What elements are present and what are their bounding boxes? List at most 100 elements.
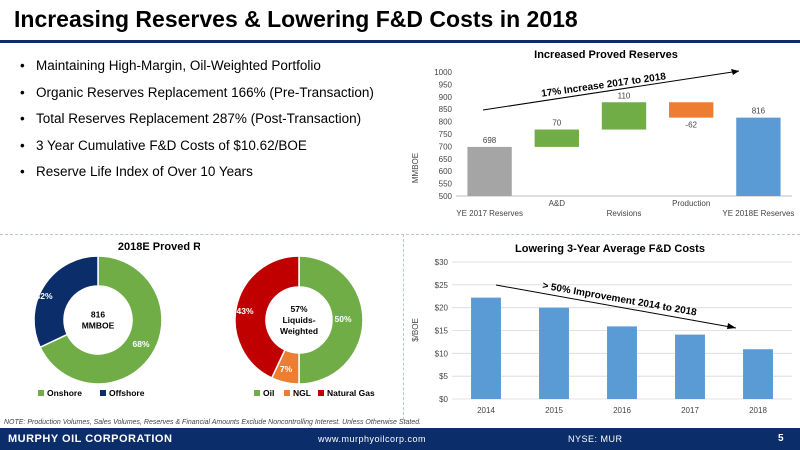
- legend: Oil NGL Natural Gas: [254, 388, 375, 398]
- slice-label: 7%: [280, 364, 293, 374]
- bar-ye-2018e-reserves: [736, 117, 781, 196]
- y-tick-label: $20: [435, 304, 449, 313]
- legend-label: Offshore: [109, 388, 145, 398]
- legend-label: NGL: [293, 388, 311, 398]
- slice-labels: 50% 7% 43%: [236, 306, 351, 374]
- x-tick-label: YE 2018E Reserves: [722, 209, 794, 218]
- legend-label: Onshore: [47, 388, 82, 398]
- y-tick-label: 850: [439, 105, 453, 114]
- center-label-line: MMBOE: [82, 321, 115, 331]
- slice-label: 68%: [132, 339, 149, 349]
- center-label-line: Weighted: [280, 326, 318, 336]
- data-labels: 698 70 110 -62 816: [483, 91, 766, 145]
- slice-natural-gas: [234, 255, 300, 379]
- bullet-dot-icon: •: [20, 137, 25, 153]
- chart-title: 2018E Proved Reserves: [118, 241, 200, 253]
- slices: [234, 255, 364, 385]
- bar-revisions: [601, 102, 647, 130]
- y-tick-label: $5: [439, 372, 448, 381]
- data-label: 816: [752, 107, 766, 116]
- bullet-item: • Maintaining High-Margin, Oil-Weighted P…: [20, 58, 374, 73]
- bullet-list: • Maintaining High-Margin, Oil-Weighted P…: [20, 58, 374, 191]
- website-link[interactable]: www.murphyoilcorp.com: [318, 434, 427, 444]
- arrowhead-icon: [727, 323, 736, 329]
- x-tick-label: Revisions: [607, 209, 642, 218]
- company-name: MURPHY OIL CORPORATION: [8, 433, 173, 445]
- y-tick-label: $25: [435, 281, 449, 290]
- slide-title: Increasing Reserves & Lowering F&D Costs…: [14, 6, 578, 32]
- bullet-text: Maintaining High-Margin, Oil-Weighted Po…: [36, 58, 321, 73]
- y-tick-label: $30: [435, 258, 449, 267]
- center-label-line: 816: [91, 310, 105, 320]
- stock-ticker: NYSE: MUR: [568, 434, 623, 444]
- y-tick-label: 700: [439, 142, 453, 151]
- trend-arrow: [482, 70, 740, 111]
- chart-title: Lowering 3-Year Average F&D Costs: [515, 243, 705, 255]
- chart-title: Increased Proved Reserves: [534, 49, 678, 61]
- trend-arrow: [495, 284, 737, 329]
- y-tick-label: 800: [439, 118, 453, 127]
- arrowhead-icon: [731, 69, 739, 75]
- legend: Onshore Offshore: [38, 388, 145, 398]
- x-axis: YE 2017 Reserves A&D Revisions Production YE…: [456, 199, 794, 218]
- bar-production: [669, 102, 714, 118]
- data-label: 698: [483, 136, 497, 145]
- y-tick-label: 950: [439, 80, 453, 89]
- bullet-item: • Reserve Life Index of Over 10 Years: [20, 164, 374, 179]
- vertical-divider: [403, 234, 405, 420]
- footer-bar: MURPHY OIL CORPORATION www.murphyoilcorp…: [0, 428, 800, 450]
- x-tick-label: 2017: [681, 406, 699, 415]
- slice-label: 43%: [236, 306, 253, 316]
- bullet-text: Total Reserves Replacement 287% (Post-Tr…: [36, 111, 362, 127]
- x-tick-label: A&D: [549, 199, 566, 208]
- bar-2016: [607, 326, 637, 399]
- legend-swatch: [100, 390, 106, 396]
- y-tick-label: $0: [439, 395, 448, 404]
- waterfall-chart: Increased Proved Reserves MMBOE 500 550 60…: [411, 49, 794, 218]
- fd-cost-bar-chart: Lowering 3-Year Average F&D Costs $/BOE …: [411, 243, 792, 415]
- data-label: -62: [685, 121, 697, 130]
- x-axis: 2014 2015 2016 2017 2018: [477, 406, 767, 415]
- bar-a-d: [534, 129, 579, 147]
- data-label: 110: [618, 91, 631, 100]
- bullet-item: • Organic Reserves Replacement 166% (Pre-…: [20, 85, 374, 100]
- bullet-dot-icon: •: [20, 111, 25, 127]
- legend-swatch: [318, 390, 324, 396]
- y-axis-label: $/BOE: [411, 318, 420, 342]
- slice-labels: 68% 32%: [35, 291, 149, 349]
- bullet-text: Reserve Life Index of Over 10 Years: [36, 164, 253, 180]
- page-number: 5: [778, 433, 784, 444]
- bullet-text: 3 Year Cumulative F&D Costs of $10.62/BO…: [36, 137, 307, 153]
- y-tick-label: $10: [435, 349, 449, 358]
- x-tick-label: 2015: [545, 406, 563, 415]
- data-label: 70: [552, 119, 561, 128]
- bullet-text: Organic Reserves Replacement 166% (Pre-T…: [36, 84, 374, 100]
- center-label-line: Liquids-: [282, 315, 315, 325]
- title-underline: [0, 40, 800, 43]
- y-tick-label: 750: [439, 130, 453, 139]
- bullet-item: • Total Reserves Replacement 287% (Post-T…: [20, 111, 374, 126]
- bar-ye-2017-reserves: [467, 146, 512, 196]
- slices: [33, 255, 163, 385]
- bar-2015: [539, 307, 569, 399]
- bar-2017: [675, 334, 705, 399]
- slice-label: 50%: [334, 314, 351, 324]
- legend-swatch: [284, 390, 290, 396]
- y-tick-label: $15: [435, 327, 449, 336]
- x-tick-label: 2018: [749, 406, 767, 415]
- center-label: 57%Liquids-Weighted: [280, 304, 318, 336]
- bullet-dot-icon: •: [20, 164, 25, 180]
- bar-2018: [743, 349, 773, 399]
- slice-offshore: [33, 255, 99, 349]
- x-tick-label: YE 2017 Reserves: [456, 209, 523, 218]
- slice-onshore: [39, 255, 163, 385]
- center-label-line: 57%: [290, 304, 307, 314]
- bullet-dot-icon: •: [20, 84, 25, 100]
- bullet-item: • 3 Year Cumulative F&D Costs of $10.62/B…: [20, 138, 374, 153]
- y-tick-label: 500: [439, 192, 453, 201]
- x-tick-label: 2014: [477, 406, 495, 415]
- slice-label: 32%: [35, 291, 52, 301]
- horizontal-divider: [0, 234, 800, 236]
